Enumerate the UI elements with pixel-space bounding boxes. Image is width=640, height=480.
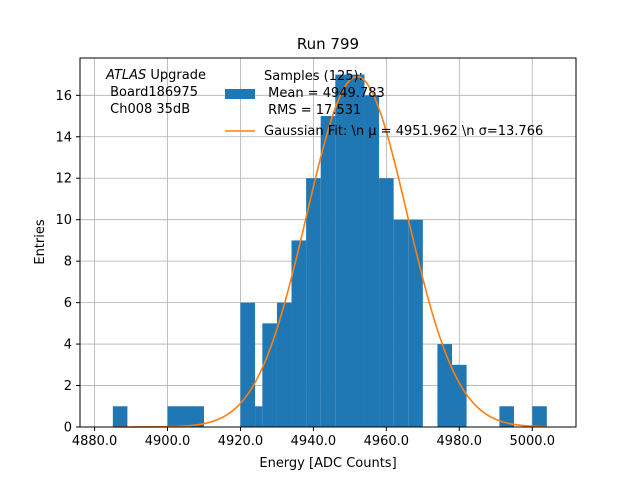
plot-frame <box>79 57 577 428</box>
histogram-bar <box>408 219 423 427</box>
y-tick-label: 10 <box>55 213 72 228</box>
histogram-bar <box>452 364 467 427</box>
histogram-bar <box>262 323 277 427</box>
histogram-bar <box>532 406 547 427</box>
histogram-bars <box>112 74 547 428</box>
chart-title: Run 799 <box>297 35 359 53</box>
gaussian-fit-line <box>116 75 547 428</box>
x-tick-label: 5000.0 <box>509 434 555 449</box>
x-tick-label: 4960.0 <box>364 434 410 449</box>
legend-hist-line-3: RMS = 17.531 <box>264 103 361 118</box>
histogram-bar <box>437 344 452 427</box>
atlas-annotation: ATLAS Upgrade Board186975 Ch008 35dB <box>105 68 206 117</box>
annotation-atlas-word: ATLAS <box>105 68 146 83</box>
histogram-bar <box>240 302 256 427</box>
x-tick-label: 4920.0 <box>218 434 264 449</box>
legend-hist-line-1: Samples (125): <box>264 69 363 84</box>
histogram-bar <box>276 302 292 427</box>
histogram-bar <box>306 178 321 427</box>
histogram-bar <box>167 406 204 427</box>
histogram-bar <box>335 74 365 428</box>
y-tick-label: 16 <box>55 89 72 104</box>
y-tick-label: 12 <box>55 172 72 187</box>
y-tick-label: 0 <box>64 421 72 436</box>
histogram-bar <box>379 178 394 427</box>
y-axis-ticks: 0 2 4 6 8 10 12 14 16 <box>55 89 80 436</box>
x-tick-label: 4980.0 <box>437 434 483 449</box>
y-tick-label: 8 <box>64 255 72 270</box>
histogram-bar <box>320 116 336 427</box>
annotation-line-3: Ch008 35dB <box>106 102 190 117</box>
x-tick-label: 4880.0 <box>72 434 118 449</box>
x-axis-ticks: 4880.0 4900.0 4920.0 4940.0 4960.0 4980.0 5000… <box>72 427 555 449</box>
legend-hist-line-2: Mean = 4949.783 <box>264 86 385 101</box>
x-tick-label: 4900.0 <box>145 434 191 449</box>
y-tick-label: 4 <box>64 338 72 353</box>
y-tick-label: 6 <box>64 296 72 311</box>
histogram-bar <box>255 406 263 427</box>
annotation-upgrade-word: Upgrade <box>146 68 206 83</box>
x-tick-label: 4940.0 <box>291 434 337 449</box>
histogram-bar <box>364 95 380 427</box>
y-tick-label: 2 <box>64 379 72 394</box>
y-axis-label: Entries <box>33 219 48 265</box>
legend-hist-swatch <box>225 89 255 99</box>
x-axis-label: Energy [ADC Counts] <box>259 456 396 471</box>
histogram-bar <box>112 406 128 427</box>
annotation-line-1: ATLAS Upgrade <box>105 68 206 83</box>
legend-fit-label: Gaussian Fit: \n μ = 4951.962 \n σ=13.76… <box>264 124 543 139</box>
histogram-bar <box>291 240 307 427</box>
legend: Samples (125): Mean = 4949.783 RMS = 17.… <box>225 69 543 139</box>
annotation-line-2: Board186975 <box>106 85 198 100</box>
histogram-bar <box>393 219 409 427</box>
y-tick-label: 14 <box>55 130 72 145</box>
